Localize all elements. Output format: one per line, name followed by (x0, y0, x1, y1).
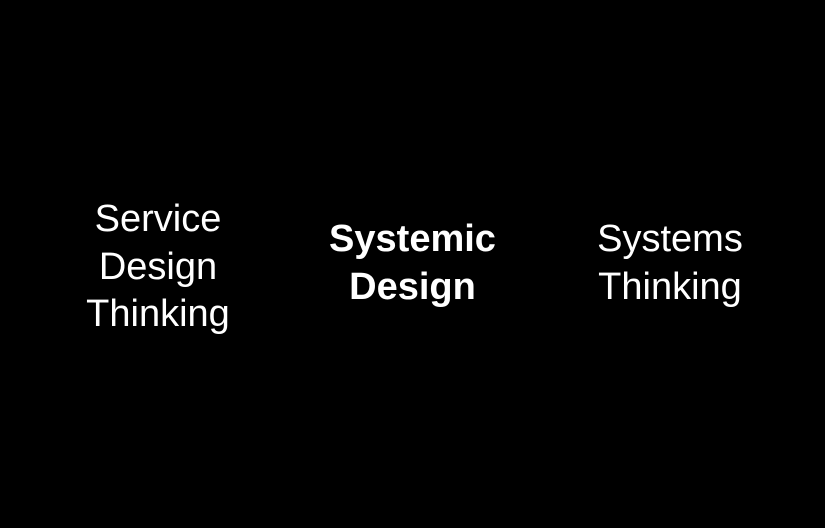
venn-left-label: Service Design Thinking (58, 196, 258, 339)
venn-diagram: Service Design Thinking Systemic Design … (0, 0, 825, 528)
venn-center-label: Systemic Design (310, 216, 515, 311)
venn-right-label: Systems Thinking (570, 216, 770, 311)
